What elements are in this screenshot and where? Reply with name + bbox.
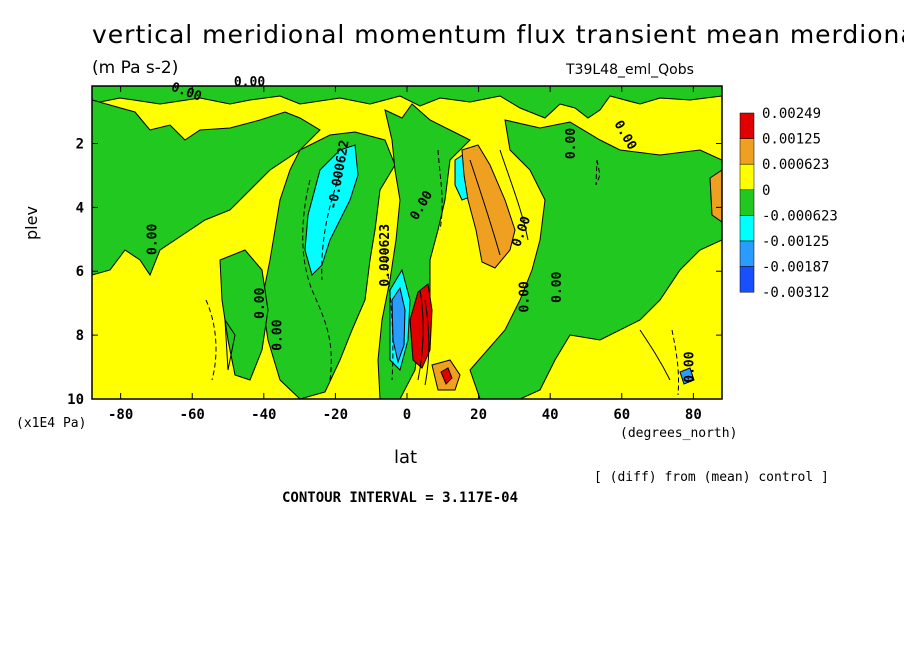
orange-region-east <box>709 169 722 223</box>
contour-labels: 0.00 0.000.000.00-0.000622 0.000.00 0.00062… <box>145 75 697 383</box>
y-tick-label: 10 <box>67 392 84 408</box>
legend-swatch <box>739 163 755 191</box>
x-axis: -80 -60 -40 -20 0 20 40 60 80 <box>108 86 702 423</box>
legend-swatch <box>739 215 755 242</box>
chart-title: vertical meridional momentum flux transi… <box>92 20 904 49</box>
x-tick-label: 60 <box>613 407 630 423</box>
x-tick-label: 40 <box>542 407 559 423</box>
chart-units: (m Pa s-2) <box>92 58 179 78</box>
positive-contours <box>224 149 671 386</box>
legend-swatch <box>739 138 755 165</box>
blue-region-east <box>679 367 695 385</box>
x-tick-label: 80 <box>685 407 702 423</box>
contour-label: 0.00 <box>271 319 286 350</box>
legend-label: 0.000623 <box>762 157 829 173</box>
legend-label: 0 <box>762 183 770 199</box>
color-legend: 0.00249 0.00125 0.000623 0 -0.000623 -0.00125… <box>739 106 838 301</box>
cyan-region-sh <box>304 144 359 276</box>
y-tick-label: 8 <box>76 328 84 344</box>
y-axis: 2 4 6 8 10 <box>67 136 722 408</box>
green-region-sh-column <box>261 131 396 399</box>
diff-note: [ (diff) from (mean) control ] <box>594 470 829 485</box>
x-tick-label: -40 <box>251 407 276 423</box>
negative-contours <box>205 149 680 396</box>
contour-label: 0.00 <box>145 223 160 254</box>
legend-label: -0.00187 <box>762 260 829 276</box>
legend-swatch <box>739 240 755 267</box>
legend-swatch <box>739 189 755 216</box>
red-region-lower <box>440 367 453 385</box>
green-region-top <box>92 86 722 119</box>
contour-label: 0.00 <box>550 271 565 302</box>
x-tick-label: -20 <box>323 407 348 423</box>
legend-swatch <box>739 112 755 139</box>
legend-label: -0.00125 <box>762 234 829 250</box>
x-tick-label: -60 <box>180 407 205 423</box>
x-axis-label: lat <box>394 447 418 468</box>
contour-label: 0.000623 <box>378 224 393 287</box>
green-region-nh <box>469 119 722 399</box>
x-tick-label: -80 <box>108 407 133 423</box>
run-label: T39L48_eml_Qobs <box>566 62 694 78</box>
contour-label: 0.00 <box>518 281 533 312</box>
contour-interval: CONTOUR INTERVAL = 3.117E-04 <box>282 490 519 506</box>
green-region-west <box>92 99 321 277</box>
x-tick-label: 20 <box>470 407 487 423</box>
y-tick-label: 6 <box>76 264 84 280</box>
x-tick-label: 0 <box>403 407 411 423</box>
legend-label: -0.000623 <box>762 208 838 224</box>
legend-swatch <box>739 266 755 293</box>
legend-label: -0.00312 <box>762 285 829 301</box>
contour-label: 0.00 <box>564 128 579 159</box>
contour-label: 0.00 <box>253 287 268 318</box>
contour-label: 0.00 <box>234 75 265 90</box>
y-tick-label: 4 <box>76 200 84 216</box>
y-tick-label: 2 <box>76 136 84 152</box>
y-axis-unit: (x1E4 Pa) <box>16 416 87 431</box>
x-axis-unit: (degrees_north) <box>620 426 738 441</box>
legend-label: 0.00249 <box>762 106 821 122</box>
contour-label: 0.00 <box>682 351 697 382</box>
legend-label: 0.00125 <box>762 132 821 148</box>
